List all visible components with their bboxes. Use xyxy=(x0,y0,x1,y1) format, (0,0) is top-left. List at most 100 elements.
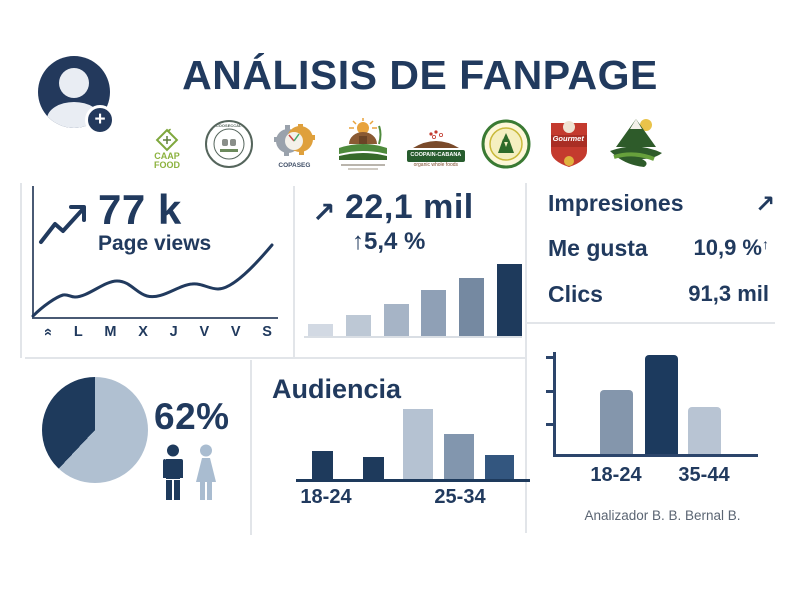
panel-age-groups: 18-24 35-44 Analizador B. B. Bernal B. xyxy=(527,330,800,540)
copaseg-gear-icon xyxy=(274,123,316,156)
age-group-bar-chart xyxy=(560,355,760,454)
audiencia-bar-2 xyxy=(363,457,384,479)
x-tick: L xyxy=(73,324,83,340)
age-label-35-44: 35-44 xyxy=(678,464,730,486)
panel-audiencia: Audiencia 18-24 25-34 xyxy=(252,360,530,535)
gourmet-shield-icon xyxy=(551,121,588,167)
cooseccal-label: COOSECCAL xyxy=(215,123,242,128)
page-views-label: Page views xyxy=(98,232,212,255)
me-gusta-label: Me gusta xyxy=(548,235,648,261)
panel-growth: ↗ 22,1 mil ↑5,4 % xyxy=(295,180,525,355)
gourmet-label: Gourmet xyxy=(552,134,584,143)
me-gusta-number: 10,9 % xyxy=(693,235,763,260)
growth-bar-1 xyxy=(308,324,333,336)
avatar: + xyxy=(38,56,115,135)
age-label-18-24: 18-24 xyxy=(590,464,642,486)
growth-bar-4 xyxy=(421,290,447,336)
age-chart-baseline xyxy=(553,454,758,457)
x-tick: X xyxy=(138,324,148,340)
audiencia-bar-5 xyxy=(485,455,514,479)
gender-pie-chart xyxy=(42,377,148,483)
x-tick: J xyxy=(169,324,178,340)
audiencia-label-18-24: 18-24 xyxy=(300,486,352,508)
caap-food-label: CAAP FOOD xyxy=(154,151,180,170)
audiencia-bar-4 xyxy=(444,434,474,479)
avatar-head xyxy=(59,68,89,98)
growth-bar-chart xyxy=(306,264,524,336)
impresiones-label: Impresiones xyxy=(548,190,684,216)
age-chart-y-axis xyxy=(553,352,556,456)
growth-bar-5 xyxy=(459,278,485,336)
mountain-fields-icon xyxy=(609,119,662,167)
female-icon xyxy=(196,444,216,500)
audiencia-baseline xyxy=(296,479,530,482)
logo-cooperativa-verde xyxy=(481,115,531,169)
coopain-tagline: organic whole foods xyxy=(413,162,459,168)
gender-percent: 62% xyxy=(154,396,230,437)
panel-page-views: 77 k Page views « L M X J V V S xyxy=(20,180,290,355)
me-gusta-up-arrow-icon: ↑ xyxy=(762,236,769,252)
line-x-axis-labels: « L M X J V V S xyxy=(40,324,272,340)
growth-bar-3 xyxy=(383,304,409,336)
logo-cooseccal: COOSECCAL xyxy=(204,115,254,169)
growth-arrow-icon: ↗ xyxy=(312,197,336,228)
x-tick: M xyxy=(104,324,117,340)
x-tick: V xyxy=(199,324,210,340)
logo-caap-food: CAAP FOOD xyxy=(146,114,188,170)
divider-under-stats xyxy=(527,322,775,324)
farm-caption-line2 xyxy=(348,168,379,170)
panel-gender: 62% xyxy=(20,360,250,535)
y-tick-3 xyxy=(546,423,554,426)
x-tick: V xyxy=(230,324,241,340)
farm-sun-hut-icon xyxy=(339,118,388,160)
logo-campo-verde xyxy=(608,115,664,169)
logo-strip: CAAP FOOD COOSECCAL C xyxy=(146,114,664,170)
divider-mid-horizontal xyxy=(25,357,527,359)
page-views-value: 77 k xyxy=(98,186,182,233)
cooseccal-seal-icon xyxy=(204,120,253,168)
growth-bar-2 xyxy=(345,315,371,336)
clics-label: Clics xyxy=(548,281,603,307)
delta-up-arrow-icon: ↑ xyxy=(352,228,364,255)
farm-caption-line xyxy=(341,164,386,166)
coopain-field-icon xyxy=(412,130,459,148)
impresiones-arrow-icon: ↗ xyxy=(755,191,776,218)
logo-copaseg: COPASEG xyxy=(269,115,319,169)
logo-gourmet: Gourmet xyxy=(546,115,592,169)
audiencia-label-25-34: 25-34 xyxy=(434,486,486,508)
me-gusta-value: 10,9 %↑ xyxy=(657,235,770,261)
audiencia-bar-chart xyxy=(296,409,530,479)
clics-value: 91,3 mil xyxy=(688,281,769,306)
logo-coopain-cabana: COOPAIN-CABANA organic whole foods xyxy=(406,116,465,168)
growth-bar-6 xyxy=(496,264,522,336)
age-bar-25-34 xyxy=(645,355,678,454)
copaseg-label: COPASEG xyxy=(278,161,311,169)
green-trees-seal-icon xyxy=(481,119,531,169)
divider-mid-top xyxy=(293,186,295,358)
growth-value: 22,1 mil xyxy=(345,188,474,226)
x-tick: S xyxy=(262,324,272,340)
audiencia-title: Audiencia xyxy=(272,374,402,404)
growth-delta: ↑5,4 % xyxy=(352,228,425,256)
page-title: ANÁLISIS DE FANPAGE xyxy=(182,52,658,98)
caap-food-diamond-icon xyxy=(155,128,179,152)
trend-up-icon xyxy=(39,205,86,244)
divider-left xyxy=(20,183,22,358)
delta-value: 5,4 % xyxy=(364,228,426,255)
age-bar-35-44 xyxy=(688,407,721,454)
y-tick-2 xyxy=(546,390,554,393)
y-tick-1 xyxy=(546,356,554,359)
x-tick-chevrons: « xyxy=(40,327,57,337)
audiencia-bar-3 xyxy=(403,409,433,479)
page-views-line-chart xyxy=(31,186,278,319)
logo-cooperativa-agraria xyxy=(335,114,391,170)
audiencia-bar-1 xyxy=(312,451,333,479)
analyst-caption: Analizador B. B. Bernal B. xyxy=(584,508,741,523)
divider-bottom-mid xyxy=(250,360,252,535)
add-plus-badge[interactable]: + xyxy=(85,105,115,135)
line-series xyxy=(31,243,274,318)
coopain-label: COOPAIN-CABANA xyxy=(410,152,462,159)
age-bar-18-24 xyxy=(600,390,633,454)
male-icon xyxy=(163,444,183,500)
